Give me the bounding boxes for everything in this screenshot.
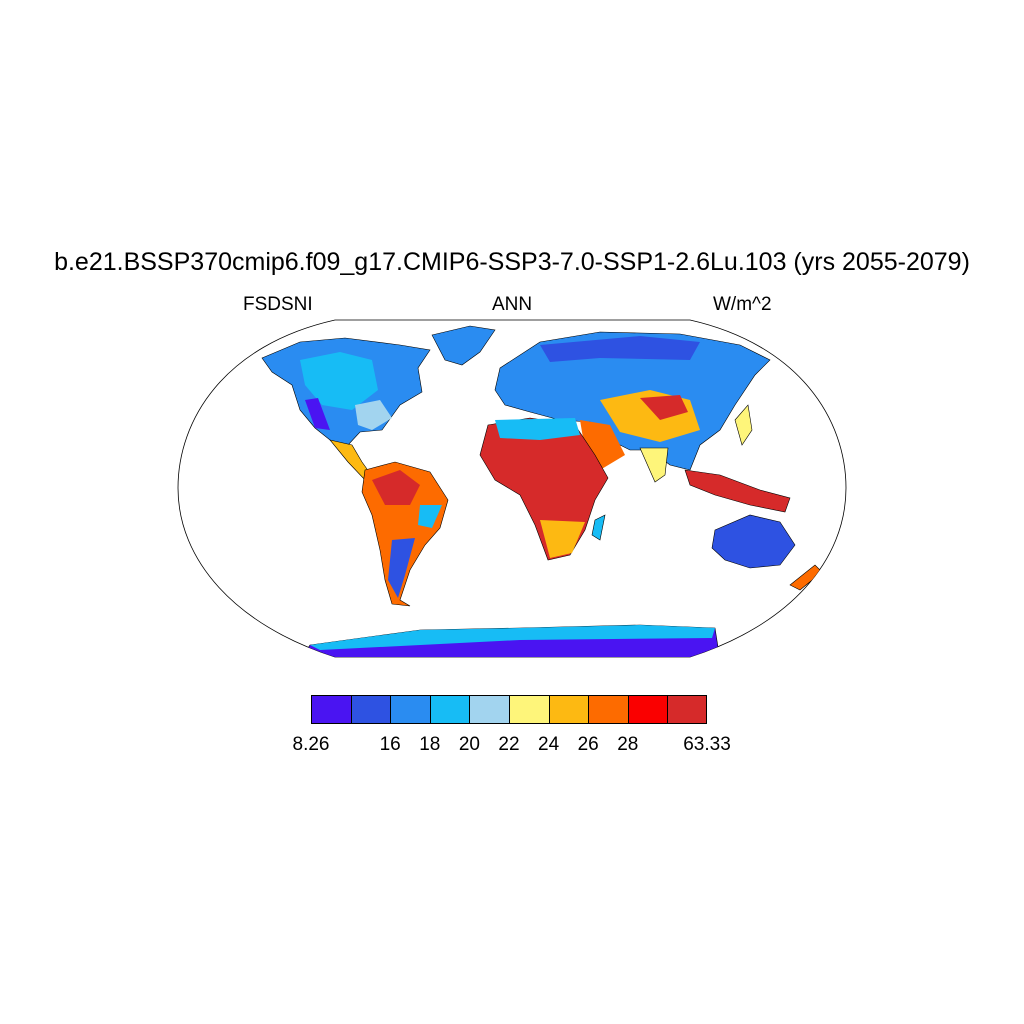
colorbar-swatch <box>350 695 391 724</box>
colorbar-tick-label: 8.26 <box>292 734 330 755</box>
colorbar-tick-label: 22 <box>498 734 520 755</box>
variable-label: FSDSNI <box>243 294 313 315</box>
colorbar-swatch <box>390 695 430 724</box>
colorbar-swatch <box>627 695 668 724</box>
na-sw-dry <box>305 398 330 430</box>
africa-south <box>540 520 585 558</box>
colorbar-tick-label: 20 <box>458 734 480 755</box>
australia <box>711 514 796 569</box>
colorbar-swatch <box>667 695 707 724</box>
colorbar-swatch <box>311 695 351 724</box>
colorbar-swatch <box>588 695 628 724</box>
colorbar-swatch <box>429 695 470 724</box>
tibet <box>640 395 688 420</box>
sa-south <box>388 538 415 598</box>
colorbar-swatch <box>548 695 589 724</box>
colorbar-tick-label: 28 <box>617 734 639 755</box>
na-east <box>355 400 392 430</box>
colorbar-swatch <box>469 695 509 724</box>
figure-title: b.e21.BSSP370cmip6.f09_g17.CMIP6-SSP3-7.… <box>54 248 970 276</box>
indonesia <box>684 469 791 513</box>
season-label: ANN <box>491 294 533 315</box>
japan <box>734 404 753 446</box>
madagascar <box>591 514 606 541</box>
africa-north-coast <box>495 418 580 440</box>
india <box>639 447 669 483</box>
units-label: W/m^2 <box>713 294 772 315</box>
colorbar-tick-label: 24 <box>538 734 560 755</box>
colorbar-tick-label: 16 <box>379 734 401 755</box>
sa-east <box>418 505 442 528</box>
colorbar-tick-label: 63.33 <box>683 734 731 755</box>
na-interior <box>300 352 378 410</box>
colorbar-tick-label: 26 <box>577 734 599 755</box>
colorbar-tick-label: 18 <box>419 734 441 755</box>
sa-hot <box>372 470 420 505</box>
antarctica-coast <box>310 625 715 650</box>
eurasia-north <box>540 336 700 362</box>
colorbar-swatch <box>509 695 549 724</box>
greenland <box>431 325 496 366</box>
